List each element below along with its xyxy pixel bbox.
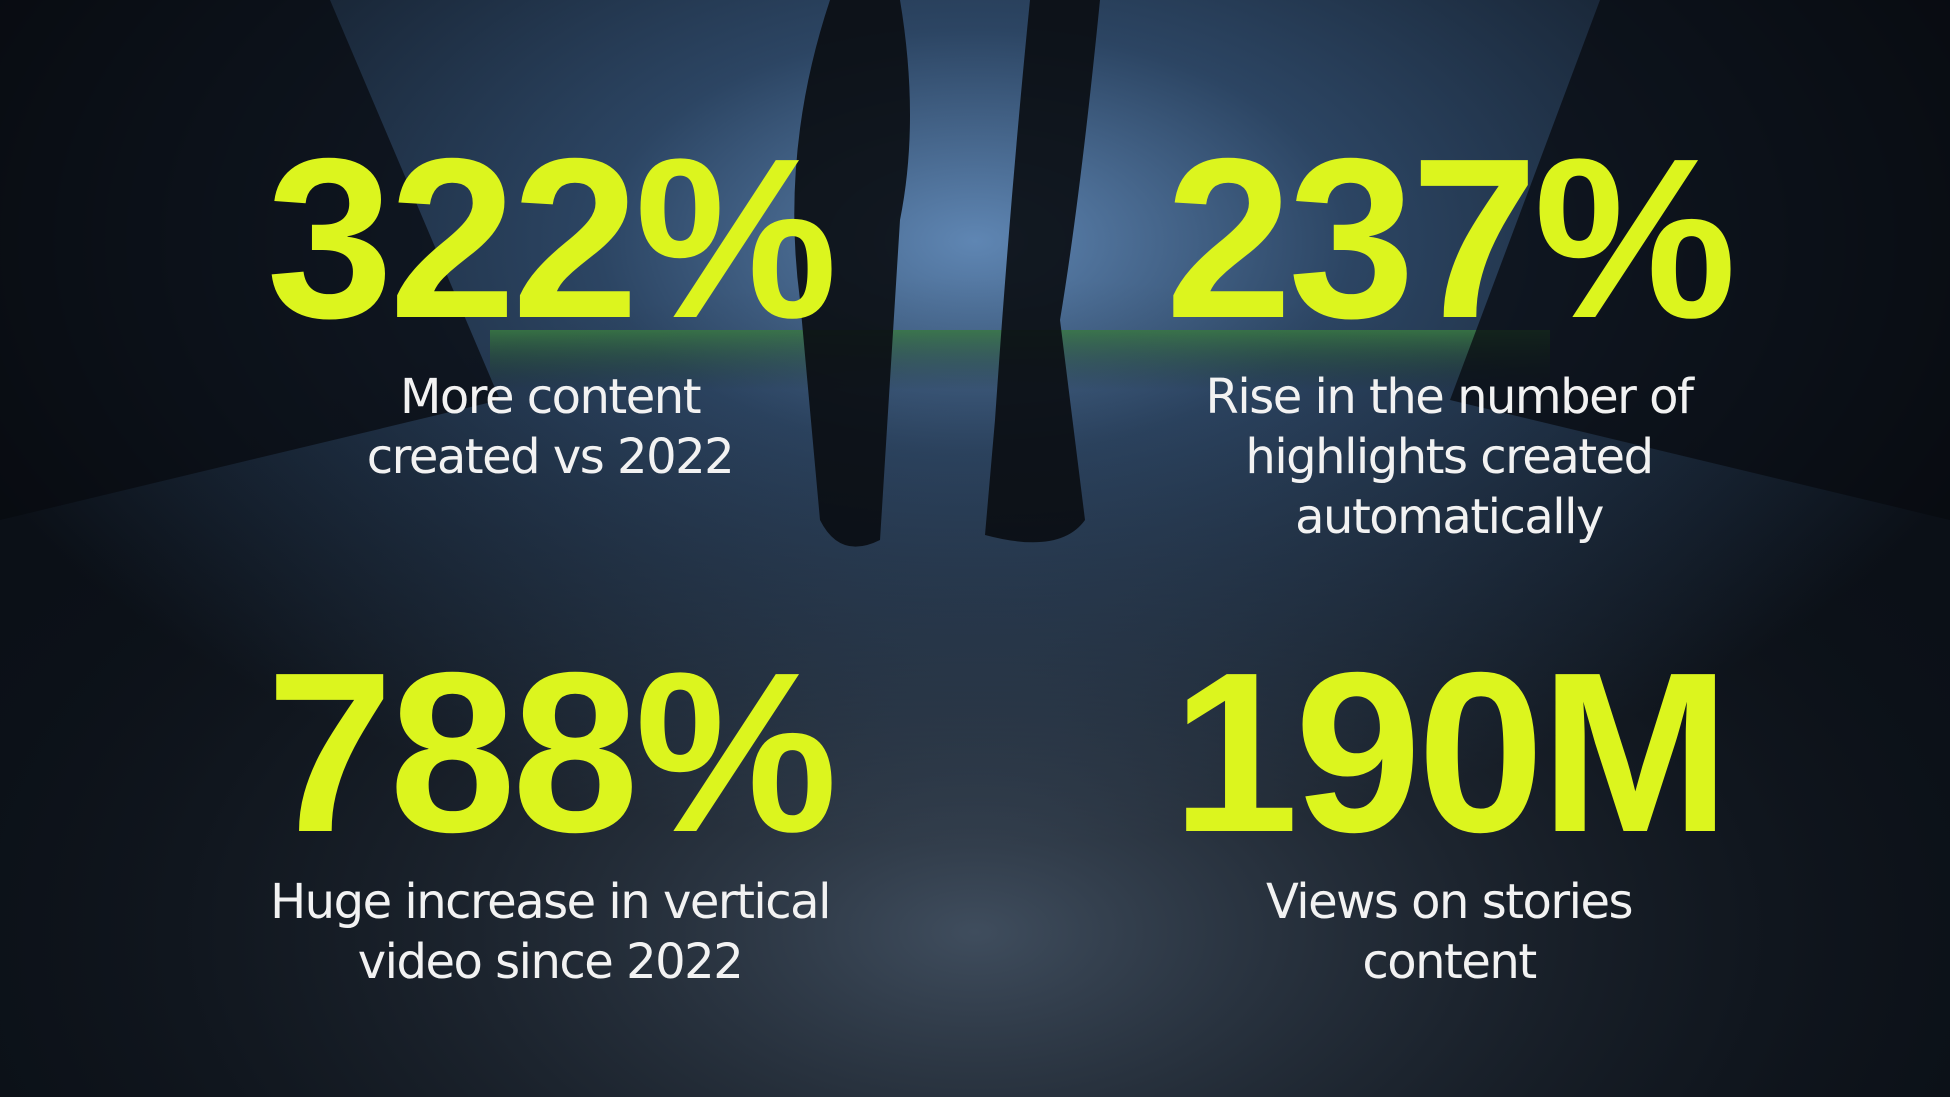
stat-description: video since 2022: [358, 934, 742, 990]
stat-value: 322%: [266, 112, 833, 366]
player-leg-right: [985, 0, 1100, 543]
stat-description: More content: [400, 369, 701, 425]
stat-description: Huge increase in vertical: [270, 874, 830, 930]
stat-description: highlights created: [1245, 429, 1652, 485]
stat-description: content: [1362, 934, 1536, 990]
tunnel-right: [1450, 0, 1950, 520]
stat-description: automatically: [1295, 489, 1603, 545]
player-leg-left: [794, 0, 910, 547]
stat-description: created vs 2022: [367, 429, 733, 485]
stat-value: 190M: [1172, 626, 1726, 880]
stat-value: 788%: [266, 626, 833, 880]
stat-description: Rise in the number of: [1206, 369, 1695, 425]
stat-value: 237%: [1165, 112, 1732, 366]
stat-description: Views on stories: [1266, 874, 1632, 930]
tunnel-left: [0, 0, 500, 520]
